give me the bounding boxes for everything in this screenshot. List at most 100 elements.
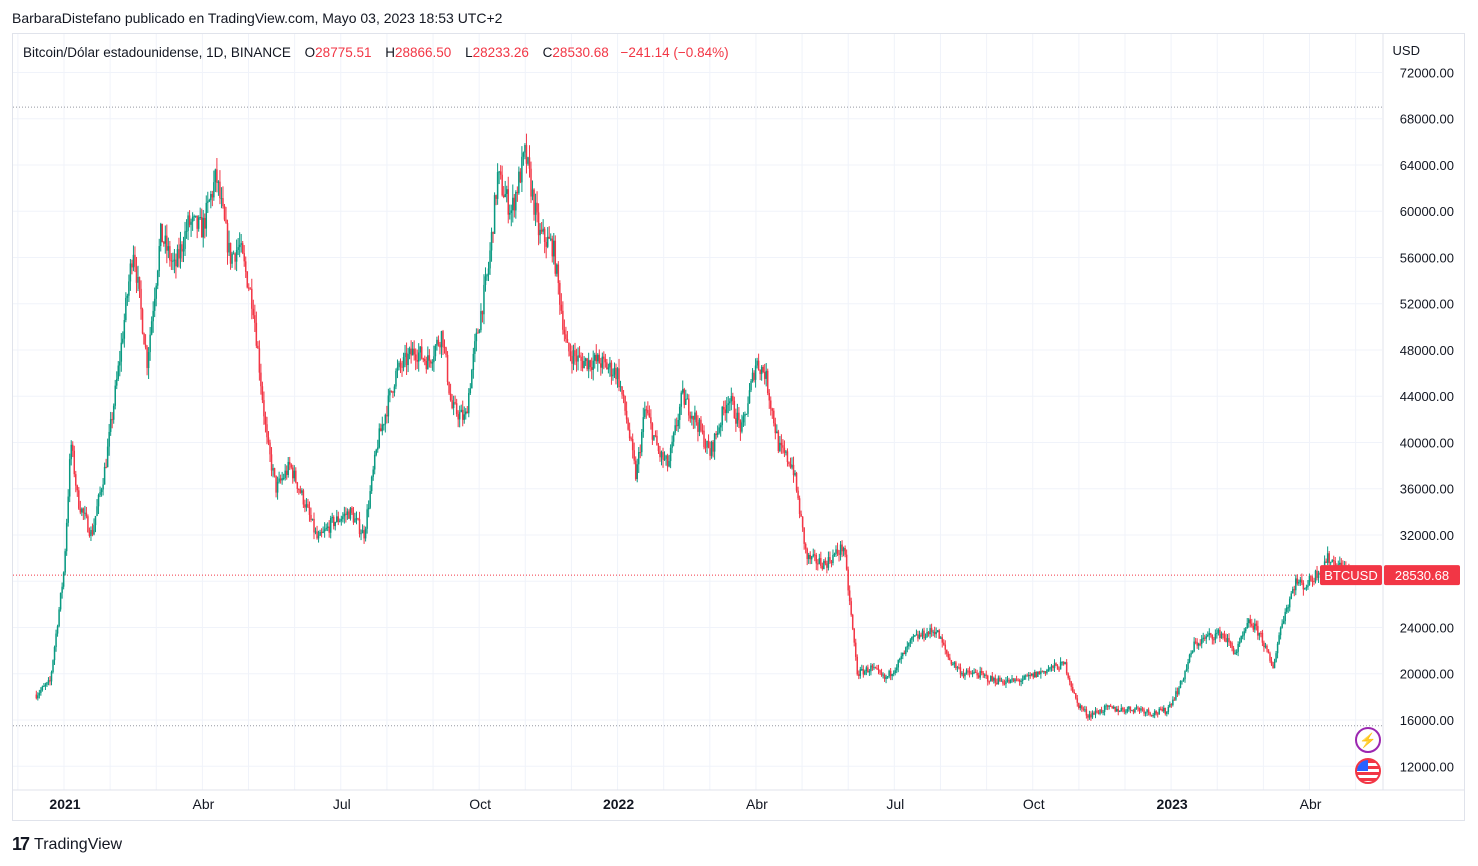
candle-body: [939, 637, 942, 639]
candle-body: [842, 548, 845, 552]
candle-body: [546, 236, 549, 247]
candle-body: [1184, 670, 1186, 680]
candle-body: [941, 637, 943, 643]
candle-body: [37, 695, 39, 699]
candle-body: [375, 449, 377, 455]
candle-body: [225, 219, 227, 224]
candle-body: [932, 631, 934, 633]
candle-body: [138, 276, 141, 289]
candle-body: [1240, 636, 1242, 643]
candle-body: [1257, 625, 1259, 636]
candle-body: [867, 667, 869, 673]
candle-body: [1282, 621, 1285, 624]
candle-body: [926, 631, 928, 638]
candle-body: [1285, 607, 1288, 612]
candle-body: [1103, 705, 1106, 712]
candle-body: [773, 410, 775, 424]
candle-body: [832, 554, 834, 563]
candle-body: [281, 478, 283, 481]
candle-body: [1120, 707, 1123, 712]
candle-body: [722, 406, 725, 410]
candle-body: [1026, 675, 1028, 677]
candle-body: [551, 238, 553, 257]
candle-body: [383, 424, 385, 426]
candle-body: [933, 631, 936, 635]
candle-body: [299, 489, 302, 493]
candle-body: [246, 271, 248, 288]
candle-body: [1329, 562, 1332, 564]
lightning-icon[interactable]: ⚡: [1355, 727, 1381, 753]
candle-body: [1237, 643, 1239, 652]
candle-body: [252, 308, 255, 316]
candle-body: [125, 297, 127, 321]
candle-body: [513, 197, 516, 211]
footer-brand[interactable]: 17 TradingView: [12, 834, 122, 855]
candle-body: [859, 669, 862, 676]
candle-body: [229, 242, 232, 264]
candle-body: [818, 558, 821, 564]
candle-body: [703, 430, 705, 448]
candle-body: [346, 511, 349, 515]
candle-body: [1194, 641, 1197, 643]
candle-body: [1223, 634, 1226, 639]
candle-body: [334, 522, 337, 527]
candle-body: [123, 320, 126, 339]
candle-body: [791, 464, 793, 468]
candle-body: [785, 451, 787, 453]
candle-body: [160, 223, 162, 247]
candle-body: [804, 543, 807, 549]
candle-body: [1150, 714, 1153, 716]
candle-body: [1015, 679, 1018, 681]
candle-body: [525, 145, 528, 164]
candle-body: [1088, 714, 1091, 718]
candle-body: [794, 473, 796, 476]
candle-body: [190, 221, 192, 225]
x-tick-label: 2023: [1157, 796, 1188, 812]
candle-body: [1153, 711, 1156, 716]
brand-name: TradingView: [34, 835, 123, 853]
candle-body: [873, 667, 875, 669]
candle-body: [85, 512, 88, 517]
candle-body: [509, 212, 511, 215]
candle-body: [539, 229, 541, 236]
candle-body: [71, 444, 74, 451]
candle-body: [389, 390, 391, 396]
candle-body: [1340, 562, 1343, 566]
candle-body: [637, 452, 640, 465]
candle-body: [745, 413, 748, 415]
candle-body: [81, 508, 83, 513]
candle-body: [1109, 705, 1112, 707]
candle-body: [313, 518, 315, 533]
candle-body: [231, 253, 233, 264]
candle-body: [839, 544, 842, 555]
candle-body: [1166, 711, 1168, 714]
candle-body: [906, 646, 909, 648]
candle-body: [900, 656, 903, 659]
candle-body: [751, 372, 754, 382]
candle-body: [891, 673, 893, 677]
candle-body: [99, 492, 101, 495]
candle-body: [220, 198, 223, 200]
candle-body: [370, 476, 373, 492]
candle-body: [628, 429, 631, 439]
candle-body: [1296, 578, 1299, 584]
candle-body: [1310, 575, 1312, 581]
candle-body: [395, 370, 397, 387]
candle-body: [337, 516, 340, 522]
us-flag-icon[interactable]: [1355, 758, 1381, 784]
candle-body: [100, 489, 103, 493]
candle-body: [680, 392, 682, 407]
candle-body: [185, 230, 188, 232]
candle-body: [627, 419, 629, 430]
candle-body: [938, 630, 940, 639]
candle-body: [345, 513, 347, 515]
candle-body: [568, 342, 570, 352]
candle-body: [440, 331, 443, 348]
candle-body: [355, 518, 358, 520]
candle-body: [490, 232, 493, 251]
candle-body: [586, 358, 588, 370]
candle-body: [565, 334, 567, 339]
candle-body: [184, 231, 186, 249]
candle-body: [1141, 708, 1144, 710]
